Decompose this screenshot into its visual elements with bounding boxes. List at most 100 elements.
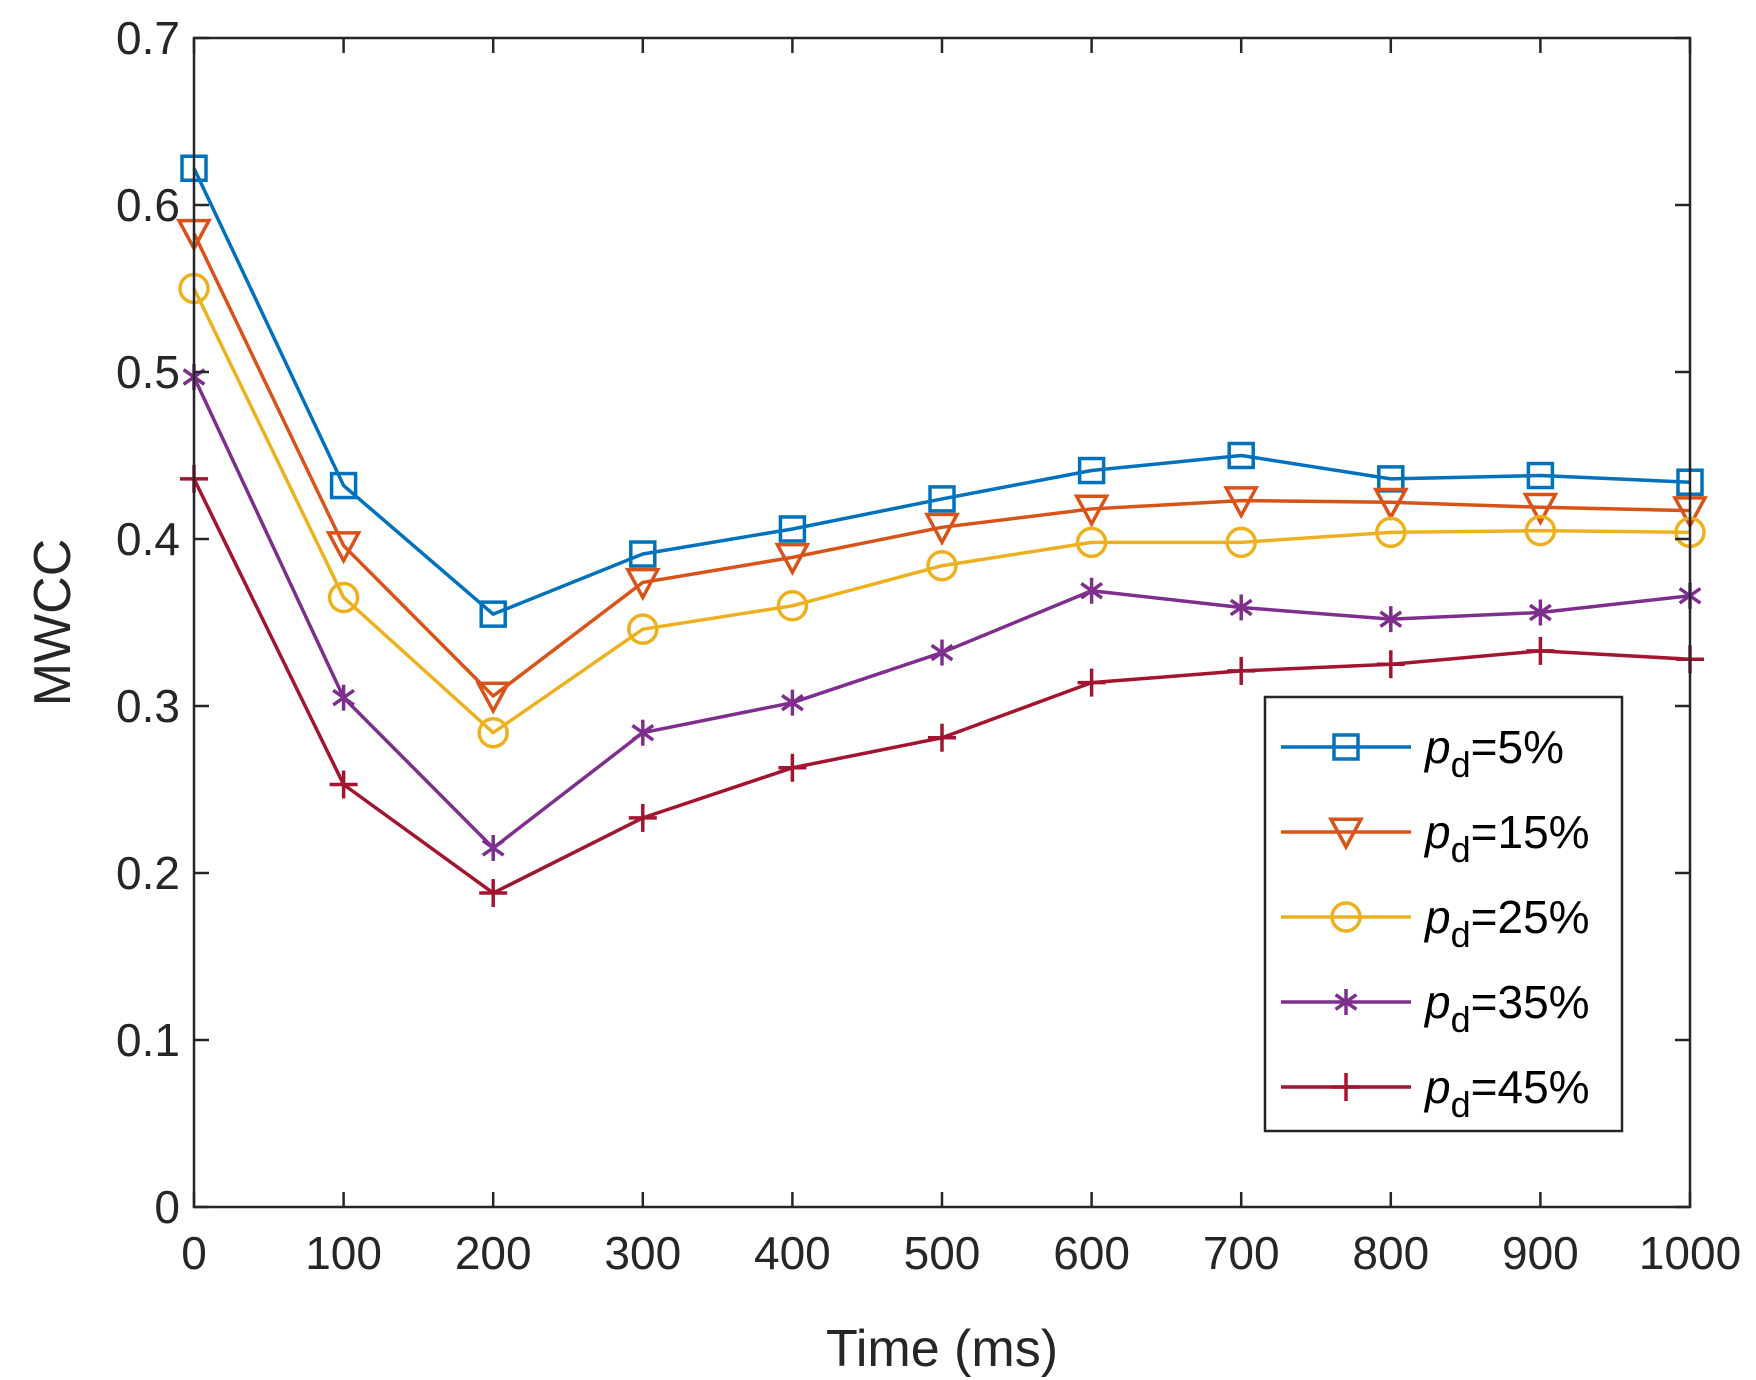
marker-triangle [1223,486,1260,520]
legend-label: pd=35% [1423,976,1590,1040]
data-point [1526,461,1555,490]
legend-entry-3: pd=25% [1281,891,1590,955]
data-point [928,485,956,513]
data-point [329,770,358,799]
marker-square [778,515,807,543]
legend-label-var: p [1423,976,1451,1028]
y-tick-label: 0 [154,1181,180,1233]
data-point [774,542,811,577]
legend-label-var: p [1423,1061,1451,1113]
legend-label-value: =45% [1471,1061,1590,1113]
legend-label-sub: d [1451,1084,1471,1125]
marker-triangle [774,542,811,577]
marker-triangle [1328,817,1364,851]
data-point [1225,526,1257,559]
legend-label-value: =15% [1471,806,1590,858]
data-point [776,590,809,622]
data-point [928,723,956,752]
marker-square [928,485,956,513]
marker-circle [1075,526,1108,559]
marker-triangle [924,512,960,546]
data-point [1227,441,1255,470]
series-1 [180,154,1704,628]
legend-label-sub: d [1451,829,1471,870]
marker-triangle [624,567,661,602]
data-point [926,549,958,582]
data-point [1075,526,1108,559]
data-point [1528,599,1552,626]
legend-marker [1332,1073,1360,1101]
marker-square [1077,456,1106,485]
marker-circle [1330,901,1362,933]
data-point [329,471,358,500]
data-point [780,689,804,716]
legend-label-value: =25% [1471,891,1590,943]
series-5 [180,464,1704,908]
legend-box [1263,695,1624,1133]
data-point [475,681,512,715]
data-point [1229,594,1253,621]
series-line [192,167,1691,616]
series-2 [176,218,1708,715]
data-point [477,716,509,749]
data-point [1372,487,1409,521]
x-tick-label: 200 [455,1227,532,1279]
data-point [481,834,505,861]
y-tick-label: 0.6 [116,179,180,231]
data-point [1080,577,1104,604]
marker-circle [327,581,360,614]
y-axis-title: MWCC [24,539,82,707]
legend-label: pd=45% [1423,1061,1590,1125]
data-point [325,531,362,565]
x-tick-label: 800 [1352,1227,1429,1279]
marker-circle [1524,514,1557,547]
legend-label: pd=25% [1423,891,1590,955]
data-point [629,540,657,568]
legend-marker [1334,989,1358,1015]
series-line [192,287,1691,735]
marker-asterisk-stroke [1379,610,1403,628]
data-point [778,753,807,782]
data-point [778,515,807,543]
marker-asterisk-stroke [1334,993,1358,1011]
y-tick-label: 0.4 [116,513,180,565]
data-point [1227,656,1256,685]
data-point [332,684,356,711]
data-point [628,803,657,832]
legend-label-sub: d [1451,914,1471,955]
legend-label: pd=15% [1423,806,1590,870]
y-tick-label: 0.7 [116,12,180,64]
x-tick-label: 900 [1502,1227,1579,1279]
x-tick-label: 500 [904,1227,981,1279]
x-tick-label: 300 [604,1227,681,1279]
marker-asterisk-stroke [1528,603,1552,622]
data-point [479,879,508,908]
x-tick-label: 400 [754,1227,831,1279]
data-point [1223,486,1260,520]
marker-square [629,540,657,568]
marker-asterisk-stroke [631,724,655,742]
legend-label-var: p [1423,891,1451,943]
x-tick-label: 100 [305,1227,382,1279]
y-tick-label: 0.5 [116,346,180,398]
legend-label-value: =5% [1471,721,1564,773]
data-point [1526,636,1555,665]
legend-label-sub: d [1451,744,1471,785]
data-point [627,613,659,645]
data-point [1376,650,1405,679]
data-point [1379,606,1403,633]
data-point [1073,494,1110,528]
data-point [631,719,655,746]
marker-asterisk-stroke [481,839,505,857]
legend-label-value: =35% [1471,976,1590,1028]
data-point [1522,492,1559,526]
legend-label: pd=5% [1423,721,1564,785]
data-point [1375,516,1407,549]
data-point [1077,668,1106,697]
legend-entry-1: pd=5% [1281,721,1564,785]
marker-circle [477,716,509,749]
marker-triangle [1522,492,1559,526]
marker-square [1227,441,1255,470]
